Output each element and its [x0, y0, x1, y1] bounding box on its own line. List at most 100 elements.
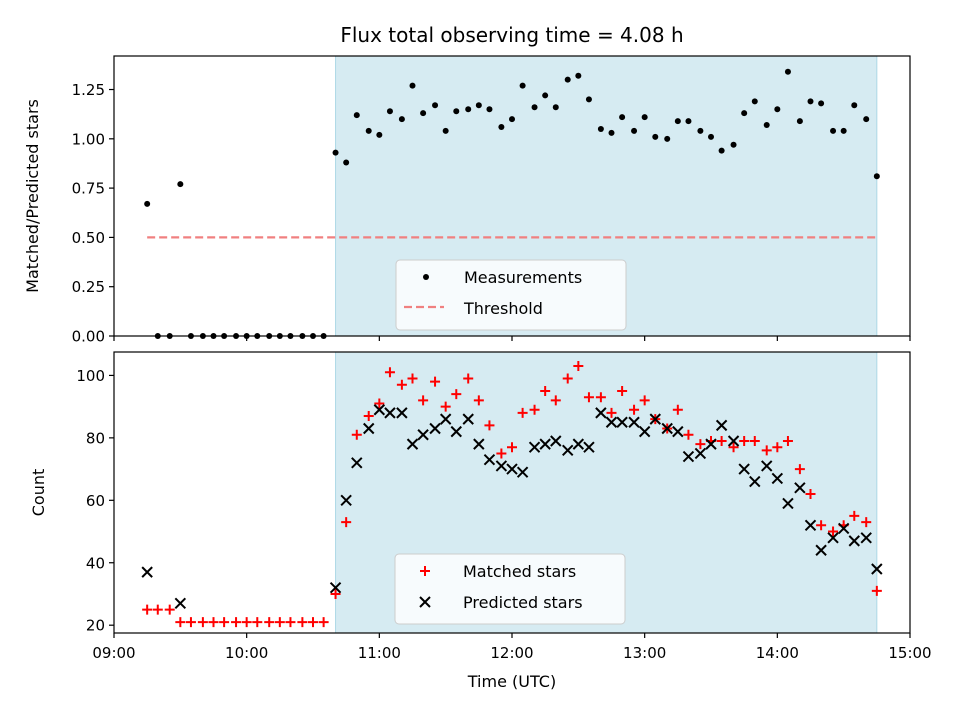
- x-tick-label: 15:00: [888, 644, 931, 662]
- measurement-point: [674, 118, 681, 125]
- predicted-star-point: [329, 582, 342, 594]
- predicted-star-point: [860, 532, 872, 544]
- matched-star-point: [219, 617, 230, 628]
- measurement-point: [685, 118, 692, 125]
- matched-star-point: [384, 367, 395, 378]
- measurement-point: [751, 98, 758, 105]
- matched-star-point: [308, 617, 318, 628]
- predicted-star-point: [738, 463, 750, 475]
- measurement-point: [818, 100, 825, 107]
- measurement-point: [784, 68, 791, 75]
- matched-star-point: [164, 604, 175, 615]
- measurement-point: [708, 133, 714, 140]
- measurement-point: [332, 149, 339, 156]
- predicted-star-point: [483, 454, 496, 466]
- measurement-point: [409, 82, 416, 89]
- predicted-star-point: [761, 460, 773, 472]
- predicted-star-point: [384, 407, 396, 419]
- measurement-point: [697, 127, 704, 134]
- measurement-point: [840, 127, 847, 134]
- x-tick-label: 11:00: [358, 644, 401, 662]
- measurement-point: [851, 102, 858, 109]
- predicted-star-point: [727, 435, 740, 447]
- matched-star-point: [772, 442, 783, 453]
- matched-star-point: [297, 617, 308, 628]
- matched-star-point: [529, 404, 540, 415]
- predicted-star-point: [429, 422, 441, 435]
- measurement-point: [873, 173, 880, 180]
- measurement-point: [564, 76, 571, 83]
- y-axis-label: Count: [29, 469, 48, 517]
- measurement-point: [353, 112, 360, 119]
- measurement-point: [420, 110, 427, 117]
- y-tick-label: 0.25: [72, 278, 105, 296]
- matched-star-point: [828, 526, 839, 537]
- matched-star-point: [451, 389, 462, 400]
- matched-star-point: [672, 404, 683, 415]
- measurement-point: [531, 104, 538, 111]
- predicted-star-point: [871, 563, 883, 575]
- matched-star-point: [363, 411, 374, 422]
- legend-label: Matched stars: [463, 562, 576, 581]
- predicted-star-point: [539, 438, 551, 450]
- measurement-point: [519, 82, 526, 89]
- predicted-star-point: [550, 435, 562, 447]
- legend: Matched stars Predicted stars: [394, 553, 626, 625]
- predicted-star-point: [848, 535, 860, 547]
- measurement-point: [608, 129, 615, 136]
- x-axis-label: Time (UTC): [467, 672, 556, 691]
- measurement-point: [432, 102, 439, 109]
- legend-label: Measurements: [464, 268, 582, 287]
- predicted-star-point: [583, 441, 595, 453]
- matched-star-point: [617, 386, 628, 397]
- predicted-star-point: [827, 532, 839, 544]
- measurement-point: [597, 125, 604, 132]
- predicted-star-point: [396, 407, 408, 419]
- measurement-point: [465, 106, 472, 113]
- predicted-star-point: [638, 425, 651, 438]
- matched-star-point: [695, 439, 706, 450]
- matched-star-point: [484, 420, 495, 431]
- matched-star-point: [517, 407, 528, 418]
- matched-star-point: [728, 442, 739, 453]
- matched-star-point: [639, 395, 650, 406]
- measurement-point: [453, 108, 460, 115]
- predicted-star-point: [528, 441, 541, 453]
- measurement-point: [718, 147, 725, 154]
- measurement-point: [863, 116, 870, 123]
- predicted-star-point: [351, 457, 363, 469]
- matched-star-point: [550, 395, 561, 406]
- predicted-star-point: [649, 413, 661, 425]
- matched-star-point: [583, 392, 594, 403]
- legend-marker-measurements: [423, 274, 429, 280]
- matched-star-point: [175, 617, 186, 628]
- matched-star-point: [252, 617, 263, 628]
- matched-star-point: [871, 585, 882, 596]
- matched-star-point: [231, 617, 242, 628]
- predicted-star-point: [661, 422, 673, 435]
- ratio-panel: 0.00 0.25 0.50 0.75 1.00 1.25 Matched/Predicte…: [23, 55, 911, 346]
- predicted-star-point: [462, 413, 474, 425]
- y-tick-label: 0.00: [72, 328, 105, 346]
- x-tick-label: 12:00: [490, 644, 533, 662]
- matched-star-point: [418, 395, 429, 406]
- predicted-star-point: [682, 450, 695, 463]
- matched-star-point: [407, 373, 418, 384]
- legend-box: [394, 553, 626, 625]
- measurement-point: [652, 133, 659, 140]
- measurement-point: [774, 106, 781, 113]
- y-tick-label: 1.25: [72, 81, 105, 99]
- measurement-point: [619, 114, 626, 121]
- matched-star-point: [496, 448, 507, 459]
- measurement-point: [730, 141, 737, 148]
- predicted-star-point: [562, 444, 574, 457]
- matched-star-point: [208, 617, 219, 628]
- matched-star-point: [330, 588, 341, 599]
- matched-star-point: [430, 376, 441, 387]
- predicted-star-point: [616, 416, 628, 428]
- predicted-star-point: [749, 475, 761, 488]
- measurement-point: [509, 116, 515, 123]
- matched-star-point: [241, 617, 252, 628]
- matched-star-point: [816, 520, 827, 531]
